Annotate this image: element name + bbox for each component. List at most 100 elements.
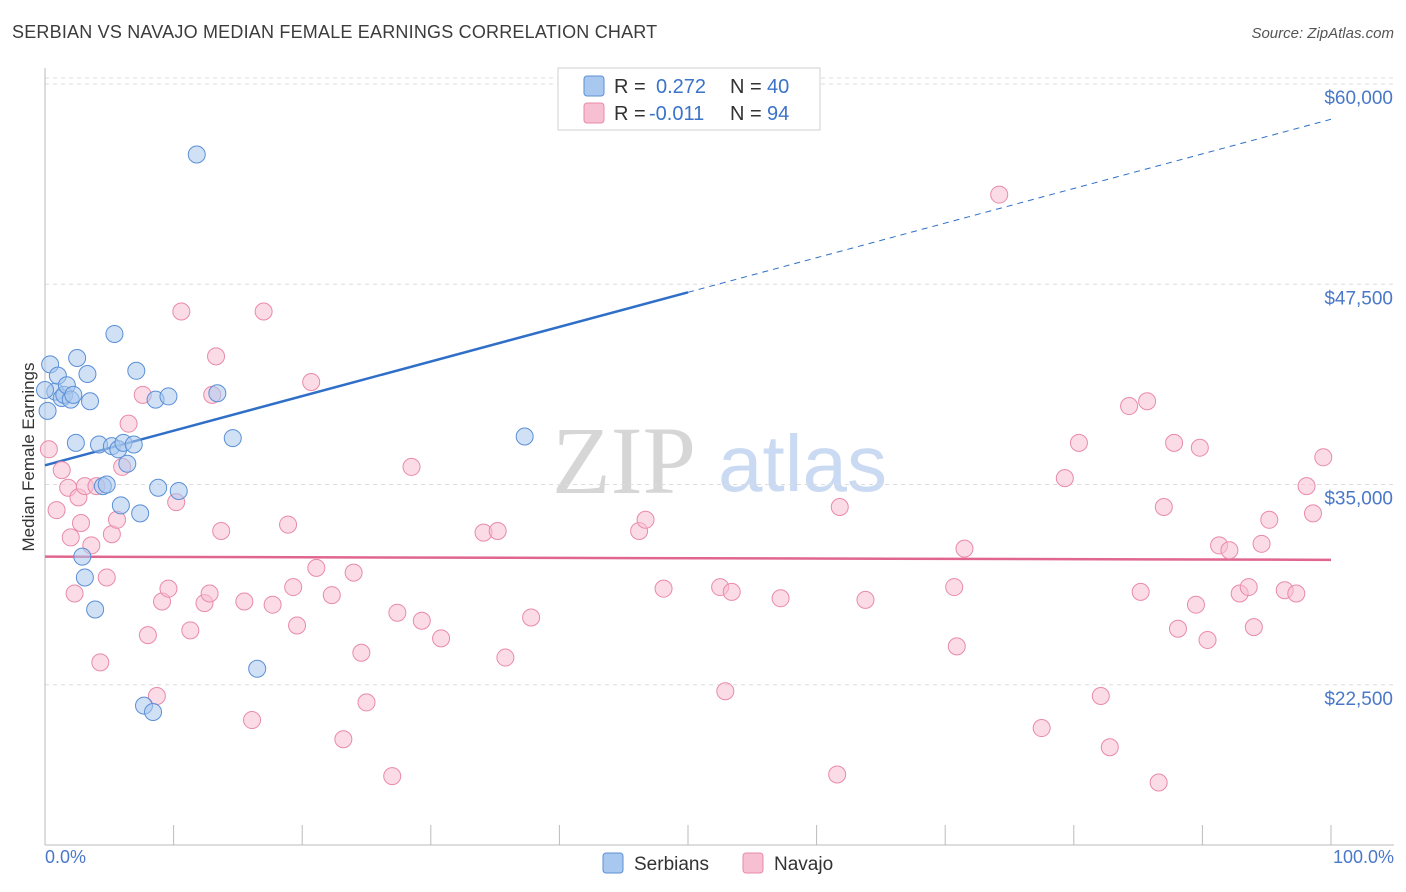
navajo-point xyxy=(1165,433,1184,452)
serbian-point xyxy=(127,361,146,380)
navajo-point xyxy=(1244,618,1263,637)
navajo-point xyxy=(990,185,1009,204)
serbian-point xyxy=(124,435,143,454)
bottom-legend-serbian-label: Serbians xyxy=(634,854,709,875)
navajo-point xyxy=(1120,397,1139,416)
serbian-point xyxy=(97,475,116,494)
chart-title: SERBIAN VS NAVAJO MEDIAN FEMALE EARNINGS… xyxy=(12,22,657,42)
bottom-legend-serbian-swatch xyxy=(602,852,624,874)
serbian-point xyxy=(131,504,150,523)
watermark-zip: ZIP xyxy=(552,407,696,514)
navajo-point xyxy=(1131,582,1150,601)
navajo-point xyxy=(947,637,966,656)
serbian-point xyxy=(105,324,124,343)
navajo-point xyxy=(955,539,974,558)
serbian-point xyxy=(223,429,242,448)
navajo-point xyxy=(388,603,407,622)
serbian-trend-extension xyxy=(687,118,1332,293)
navajo-point xyxy=(243,711,262,730)
navajo-point xyxy=(830,497,849,516)
legend-serbian-r-value: 0.272 xyxy=(656,76,706,98)
navajo-point xyxy=(1186,595,1205,614)
navajo-point xyxy=(61,528,80,547)
navajo-point xyxy=(771,589,790,608)
navajo-point xyxy=(522,608,541,627)
serbian-point xyxy=(187,145,206,164)
navajo-point xyxy=(1032,719,1051,738)
series-legend: Serbians Navajo xyxy=(602,852,833,875)
y-tick-labels: $22,500 $35,000 $47,500 $60,000 xyxy=(1324,88,1393,710)
navajo-point xyxy=(828,765,847,784)
navajo-point xyxy=(1314,448,1333,467)
navajo-point xyxy=(357,693,376,712)
navajo-point xyxy=(172,302,191,321)
stats-legend: R = 0.272 N = 40 R = -0.011 N = 94 xyxy=(557,67,821,131)
navajo-point xyxy=(1260,510,1279,529)
watermark-atlas: atlas xyxy=(718,419,887,508)
navajo-point xyxy=(284,578,303,597)
serbian-point xyxy=(36,381,54,400)
navajo-point xyxy=(334,730,353,749)
y-axis-label: Median Female Earnings xyxy=(19,363,38,552)
navajo-point xyxy=(263,595,282,614)
navajo-point xyxy=(636,510,655,529)
legend-serbian-n-label: N = xyxy=(730,76,762,98)
navajo-point xyxy=(97,568,116,587)
trend-lines xyxy=(44,118,1332,562)
serbian-point xyxy=(73,547,92,566)
navajo-point xyxy=(383,767,402,786)
serbian-point xyxy=(149,478,168,497)
serbian-point xyxy=(75,568,94,587)
navajo-point xyxy=(412,611,431,630)
navajo-point xyxy=(279,515,298,534)
navajo-point xyxy=(945,578,964,597)
y-tick-label: $47,500 xyxy=(1324,288,1393,309)
navajo-point xyxy=(254,302,273,321)
navajo-point xyxy=(352,643,371,662)
serbian-point xyxy=(81,392,100,411)
navajo-point xyxy=(344,563,363,582)
legend-navajo-n-label: N = xyxy=(730,103,762,125)
navajo-point xyxy=(207,347,226,366)
serbian-point xyxy=(169,481,188,500)
navajo-point xyxy=(288,616,307,635)
scatter-points xyxy=(36,145,1333,792)
navajo-point xyxy=(402,457,421,476)
navajo-point xyxy=(1252,534,1271,553)
navajo-point xyxy=(138,626,157,645)
legend-navajo-n-value: 94 xyxy=(767,103,789,125)
legend-serbian-r-label: R = xyxy=(614,76,646,98)
navajo-point xyxy=(200,584,219,603)
legend-navajo-r-value: -0.011 xyxy=(649,103,704,125)
navajo-point xyxy=(1055,469,1074,488)
serbian-point xyxy=(248,659,267,678)
navajo-point xyxy=(65,584,84,603)
bottom-legend-navajo-swatch xyxy=(742,852,764,874)
serbian-trend-line xyxy=(44,291,689,467)
navajo-point xyxy=(235,592,254,611)
serbian-point xyxy=(66,433,85,452)
navajo-point xyxy=(39,440,58,459)
navajo-point xyxy=(302,373,321,392)
y-tick-label: $35,000 xyxy=(1324,489,1393,510)
serbian-point xyxy=(118,454,137,473)
navajo-point xyxy=(1239,578,1258,597)
navajo-point xyxy=(432,629,451,648)
navajo-point xyxy=(212,522,231,540)
navajo-point xyxy=(307,558,326,577)
navajo-trend-line xyxy=(44,555,1332,562)
navajo-point xyxy=(47,501,66,520)
navajo-point xyxy=(1220,541,1239,560)
navajo-point xyxy=(52,461,71,480)
serbian-point xyxy=(64,385,83,404)
navajo-point xyxy=(1154,497,1173,516)
navajo-point xyxy=(1168,619,1187,638)
bottom-legend-navajo-label: Navajo xyxy=(774,854,833,875)
navajo-point xyxy=(1069,433,1088,452)
navajo-point xyxy=(1190,438,1209,457)
navajo-point xyxy=(496,648,515,667)
source-label: Source: ZipAtlas.com xyxy=(1251,25,1394,42)
serbian-point xyxy=(208,384,227,403)
serbian-point xyxy=(38,401,57,420)
x-tick-label-max: 100.0% xyxy=(1333,847,1394,867)
